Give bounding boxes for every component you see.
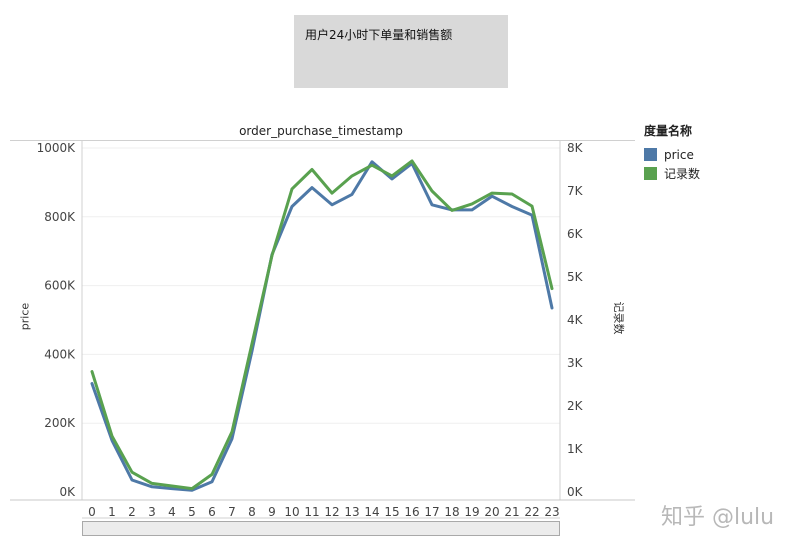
left-tick-label: 800K xyxy=(44,210,76,224)
right-tick-label: 0K xyxy=(567,485,584,499)
left-tick-label: 0K xyxy=(59,485,76,499)
x-tick-label: 6 xyxy=(208,505,216,519)
tick-labels: 0K 200K 400K 600K 800K 1000K 0K 1K 2K 3K 4K 5K 6K 7K 8… xyxy=(37,141,584,519)
legend-swatch-price xyxy=(644,148,657,161)
series-line-count xyxy=(90,159,554,491)
header-divider xyxy=(10,140,635,141)
right-tick-label: 4K xyxy=(567,313,584,327)
x-tick-label: 10 xyxy=(284,505,299,519)
x-tick-label: 9 xyxy=(268,505,276,519)
left-tick-label: 600K xyxy=(44,279,76,293)
legend-label-count: 记录数 xyxy=(664,167,701,181)
left-tick-label: 1000K xyxy=(37,141,77,155)
x-tick-label: 15 xyxy=(384,505,399,519)
column-header: order_purchase_timestamp xyxy=(239,124,403,138)
x-tick-label: 2 xyxy=(128,505,136,519)
right-tick-label: 3K xyxy=(567,356,584,370)
x-tick-label: 12 xyxy=(324,505,339,519)
x-tick-label: 8 xyxy=(248,505,256,519)
left-tick-label: 200K xyxy=(44,416,76,430)
x-tick-label: 18 xyxy=(444,505,459,519)
series-line-price xyxy=(90,160,554,492)
right-tick-label: 2K xyxy=(567,399,584,413)
watermark: 知乎 @lulu xyxy=(661,505,775,530)
legend: 度量名称 price 记录数 xyxy=(644,122,700,183)
legend-title: 度量名称 xyxy=(644,124,693,138)
x-tick-label: 3 xyxy=(148,505,156,519)
legend-item-price[interactable]: price xyxy=(644,145,700,164)
legend-label-price: price xyxy=(664,147,694,162)
right-tick-label: 5K xyxy=(567,270,584,284)
x-tick-label: 7 xyxy=(228,505,236,519)
right-tick-label: 8K xyxy=(567,141,584,155)
left-tick-label: 400K xyxy=(44,347,76,361)
series-lines xyxy=(90,159,554,492)
legend-item-count[interactable]: 记录数 xyxy=(644,164,700,183)
x-tick-label: 13 xyxy=(344,505,359,519)
right-tick-label: 1K xyxy=(567,442,584,456)
x-tick-label: 17 xyxy=(424,505,439,519)
x-tick-label: 14 xyxy=(364,505,379,519)
x-tick-label: 4 xyxy=(168,505,176,519)
right-tick-label: 7K xyxy=(567,184,584,198)
x-tick-label: 20 xyxy=(484,505,499,519)
chart-title: 用户24小时下单量和销售额 xyxy=(294,15,508,88)
x-tick-label: 5 xyxy=(188,505,196,519)
x-tick-label: 19 xyxy=(464,505,479,519)
legend-swatch-count xyxy=(644,167,657,180)
x-tick-label: 11 xyxy=(304,505,319,519)
x-tick-label: 23 xyxy=(544,505,559,519)
x-tick-label: 22 xyxy=(524,505,539,519)
grid-lines xyxy=(82,147,560,424)
x-tick-label: 1 xyxy=(108,505,116,519)
horizontal-scrollbar[interactable] xyxy=(82,521,560,536)
right-tick-label: 6K xyxy=(567,227,584,241)
axes xyxy=(10,141,635,519)
x-tick-label: 0 xyxy=(88,505,96,519)
x-tick-label: 21 xyxy=(504,505,519,519)
x-tick-label: 16 xyxy=(404,505,419,519)
